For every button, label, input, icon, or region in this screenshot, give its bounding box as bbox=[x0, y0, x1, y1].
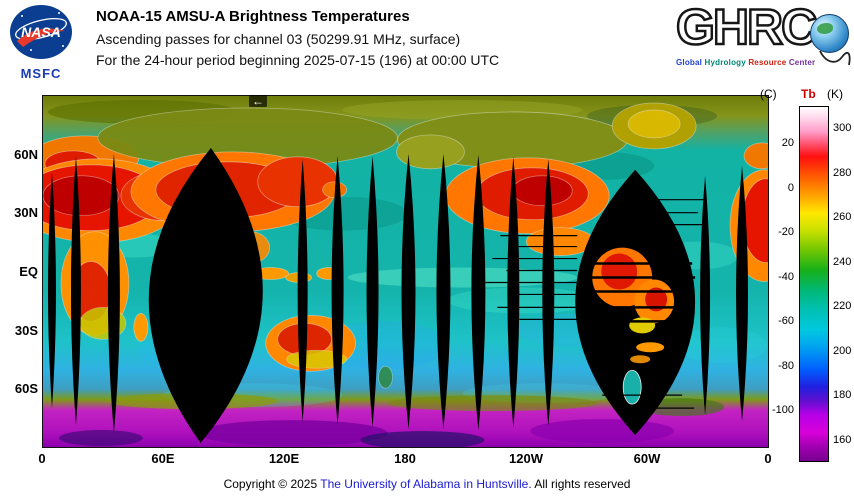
nasa-meatball-icon: NASA bbox=[10, 5, 72, 59]
ghrc-tagline: Global Hydrology Resource Center bbox=[676, 58, 848, 67]
lat-tick-30n: 30N bbox=[14, 205, 38, 220]
page-title: NOAA-15 AMSU-A Brightness Temperatures bbox=[96, 8, 410, 25]
tagline-center: Center bbox=[788, 58, 816, 67]
svg-text:NASA: NASA bbox=[21, 24, 61, 40]
celsius-tick-20: 20 bbox=[781, 137, 794, 149]
celsius-tick-n100: -100 bbox=[771, 404, 794, 416]
kelvin-tick-180: 180 bbox=[833, 389, 852, 401]
kelvin-tick-240: 240 bbox=[833, 256, 852, 268]
kelvin-tick-300: 300 bbox=[833, 122, 852, 134]
kelvin-tick-260: 260 bbox=[833, 211, 852, 223]
brightness-temperature-map: ← bbox=[42, 95, 769, 448]
lat-tick-60s: 60S bbox=[14, 381, 38, 396]
product-titles: NOAA-15 AMSU-A Brightness Temperatures A… bbox=[96, 8, 499, 73]
celsius-tick-n80: -80 bbox=[778, 360, 794, 372]
lon-tick-60e: 60E bbox=[151, 451, 175, 466]
data-gap-lenses bbox=[47, 147, 749, 443]
channel-subtitle: Ascending passes for channel 03 (50299.9… bbox=[96, 31, 461, 47]
copyright-suffix: All rights reserved bbox=[534, 477, 631, 491]
tagline-resource: Resource bbox=[748, 58, 787, 67]
lon-tick-120e: 120E bbox=[268, 451, 300, 466]
lon-tick-60w: 60W bbox=[633, 451, 661, 466]
celsius-tick-0: 0 bbox=[787, 182, 794, 194]
celsius-tick-n40: -40 bbox=[778, 271, 794, 283]
scan-direction-arrow: ← bbox=[249, 95, 267, 107]
tagline-hydrology: Hydrology bbox=[704, 58, 746, 67]
nasa-logo-block: NASA MSFC bbox=[8, 4, 74, 81]
celsius-tick-n60: -60 bbox=[778, 315, 794, 327]
copyright-organization: The University of Alabama in Huntsville. bbox=[320, 477, 532, 491]
ghrc-globe-icon bbox=[810, 14, 849, 53]
kelvin-tick-220: 220 bbox=[833, 300, 852, 312]
colorbar-quantity-label: Tb bbox=[801, 87, 816, 101]
ghrc-mouse-cord-icon bbox=[819, 50, 851, 66]
kelvin-tick-160: 160 bbox=[833, 434, 852, 446]
lat-tick-eq: EQ bbox=[19, 264, 38, 279]
tagline-global: Global bbox=[676, 58, 703, 67]
south-america-partial-data bbox=[586, 247, 696, 405]
msfc-label: MSFC bbox=[20, 66, 62, 81]
colorbar-kelvin-unit: (K) bbox=[827, 87, 843, 101]
celsius-tick-n20: -20 bbox=[778, 226, 794, 238]
period-subtitle: For the 24-hour period beginning 2025-07… bbox=[96, 52, 500, 68]
kelvin-tick-200: 200 bbox=[833, 345, 852, 357]
lon-tick-0-right: 0 bbox=[764, 451, 772, 466]
lat-tick-30s: 30S bbox=[14, 323, 38, 338]
colorbar bbox=[799, 106, 829, 462]
copyright-line: Copyright © 2025 The University of Alaba… bbox=[0, 477, 854, 491]
lon-tick-0-left: 0 bbox=[38, 451, 46, 466]
ghrc-wordmark: GHRC bbox=[675, 0, 819, 56]
lon-tick-180: 180 bbox=[394, 451, 416, 466]
colorbar-celsius-unit: (C) bbox=[760, 87, 777, 101]
kelvin-tick-280: 280 bbox=[833, 167, 852, 179]
lat-tick-60n: 60N bbox=[14, 147, 38, 162]
ghrc-logo: GHRC Global Hydrology Resource Center bbox=[675, 0, 851, 67]
scan-streak-lines bbox=[485, 199, 709, 409]
map-image bbox=[43, 96, 768, 447]
copyright-prefix: Copyright © 2025 bbox=[223, 477, 318, 491]
lon-tick-120w: 120W bbox=[509, 451, 543, 466]
